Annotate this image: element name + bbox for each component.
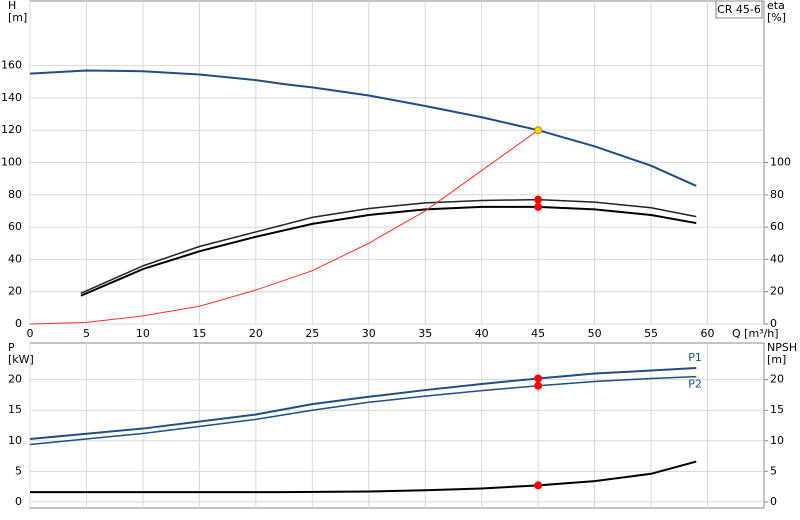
y-tick-label: 80 — [8, 188, 22, 201]
series-line — [29, 367, 697, 440]
y2-tick-label: 5 — [770, 464, 777, 477]
series-label: P1 — [688, 351, 702, 364]
x-tick-label: 20 — [249, 327, 263, 340]
y2-tick-label: 0 — [770, 317, 777, 330]
y-tick-label: 100 — [1, 156, 22, 169]
x-tick-label: 10 — [136, 327, 150, 340]
x-tick-label: 45 — [531, 327, 545, 340]
y2-tick-label: 80 — [770, 188, 784, 201]
y2-tick-label: 100 — [770, 156, 791, 169]
operating-point — [534, 202, 543, 211]
y-tick-label: 0 — [15, 495, 22, 508]
operating-point — [534, 381, 543, 390]
x-axis-label: Q [m³/h] — [732, 327, 779, 340]
y2-tick-label: 20 — [770, 285, 784, 298]
series-line — [29, 69, 697, 187]
series-line — [80, 205, 697, 297]
y2-tick-label: 40 — [770, 252, 784, 265]
y2-tick-label: 60 — [770, 220, 784, 233]
y-tick-label: 60 — [8, 220, 22, 233]
x-tick-label: 60 — [701, 327, 715, 340]
y-axis-label: H — [8, 0, 16, 12]
series-label: P2 — [688, 378, 702, 391]
y-tick-label: 120 — [1, 123, 22, 136]
y-axis-unit: [kW] — [8, 353, 34, 366]
series-line — [29, 375, 697, 446]
y-tick-label: 0 — [15, 317, 22, 330]
y-tick-label: 40 — [8, 252, 22, 265]
y2-tick-label: 0 — [770, 495, 777, 508]
y-tick-label: 140 — [1, 91, 22, 104]
x-tick-label: 0 — [27, 327, 34, 340]
x-tick-label: 35 — [418, 327, 432, 340]
y2-tick-label: 20 — [770, 373, 784, 386]
series-line — [80, 198, 697, 295]
series-line — [30, 460, 697, 494]
y-tick-label: 5 — [15, 464, 22, 477]
x-tick-label: 40 — [475, 327, 489, 340]
y2-axis-unit: [m] — [767, 353, 786, 366]
series-line — [29, 129, 539, 325]
x-tick-label: 5 — [83, 327, 90, 340]
y-tick-label: 160 — [1, 59, 22, 72]
y2-tick-label: 15 — [770, 403, 784, 416]
x-tick-label: 15 — [192, 327, 206, 340]
y-tick-label: 20 — [8, 373, 22, 386]
y-tick-label: 15 — [8, 403, 22, 416]
y-axis-unit: [m] — [8, 11, 27, 24]
x-tick-label: 50 — [588, 327, 602, 340]
y2-axis-label: NPSH — [767, 341, 797, 354]
y2-tick-label: 10 — [770, 434, 784, 447]
x-tick-label: 55 — [644, 327, 658, 340]
y2-axis-label: eta — [767, 0, 785, 12]
y-tick-label: 20 — [8, 285, 22, 298]
x-tick-label: 25 — [305, 327, 319, 340]
y-axis-label: P — [8, 341, 15, 354]
chart-title: CR 45-6 — [717, 3, 761, 16]
title-box — [715, 0, 763, 19]
y2-axis-unit: [%] — [767, 11, 786, 24]
operating-point — [534, 481, 543, 490]
operating-point — [534, 126, 543, 135]
operating-point — [534, 374, 543, 383]
y-tick-label: 10 — [8, 434, 22, 447]
x-tick-label: 30 — [362, 327, 376, 340]
operating-point — [534, 195, 543, 204]
plot-area — [29, 342, 765, 509]
